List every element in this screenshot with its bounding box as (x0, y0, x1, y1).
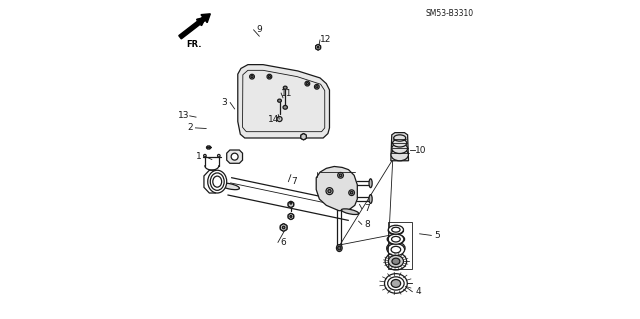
Ellipse shape (250, 74, 254, 79)
Text: 12: 12 (320, 35, 332, 44)
Polygon shape (243, 70, 324, 132)
Text: 9: 9 (257, 25, 262, 34)
Polygon shape (316, 44, 321, 50)
Polygon shape (227, 150, 243, 163)
Ellipse shape (388, 225, 403, 234)
Polygon shape (204, 170, 216, 193)
Ellipse shape (338, 173, 344, 178)
Ellipse shape (316, 86, 318, 88)
Polygon shape (288, 213, 294, 219)
Ellipse shape (314, 85, 319, 89)
Ellipse shape (387, 242, 405, 254)
Ellipse shape (388, 234, 404, 244)
Text: 7: 7 (291, 177, 297, 186)
Ellipse shape (317, 47, 319, 48)
Polygon shape (288, 201, 294, 208)
Ellipse shape (290, 215, 292, 217)
Ellipse shape (392, 258, 400, 264)
Ellipse shape (391, 149, 408, 161)
Ellipse shape (251, 76, 253, 78)
Ellipse shape (337, 245, 342, 251)
Text: 11: 11 (281, 89, 292, 98)
Ellipse shape (278, 99, 282, 102)
Text: 14: 14 (268, 115, 279, 123)
Ellipse shape (341, 209, 358, 214)
Polygon shape (301, 134, 307, 140)
Ellipse shape (268, 76, 271, 78)
Ellipse shape (301, 134, 307, 140)
Ellipse shape (394, 135, 406, 141)
Ellipse shape (305, 81, 310, 86)
Text: 8: 8 (365, 220, 371, 229)
Polygon shape (238, 65, 330, 138)
Ellipse shape (387, 244, 404, 256)
Ellipse shape (267, 74, 272, 79)
Ellipse shape (220, 183, 239, 190)
Ellipse shape (387, 234, 404, 244)
Ellipse shape (392, 236, 400, 242)
Ellipse shape (204, 154, 206, 157)
Ellipse shape (385, 274, 407, 293)
Ellipse shape (213, 176, 221, 187)
Polygon shape (280, 224, 287, 231)
Text: 3: 3 (221, 98, 227, 107)
Ellipse shape (391, 246, 401, 253)
Ellipse shape (282, 226, 285, 229)
Text: 6: 6 (281, 238, 287, 247)
Ellipse shape (385, 253, 406, 270)
Ellipse shape (392, 139, 407, 147)
Ellipse shape (328, 189, 331, 193)
Ellipse shape (390, 257, 401, 266)
Text: 7: 7 (365, 204, 371, 213)
Polygon shape (391, 133, 408, 161)
Text: 4: 4 (415, 287, 421, 296)
Ellipse shape (392, 143, 408, 153)
Ellipse shape (284, 86, 287, 89)
Ellipse shape (338, 246, 341, 250)
Ellipse shape (231, 153, 238, 160)
Ellipse shape (349, 190, 355, 196)
Ellipse shape (218, 154, 220, 157)
Ellipse shape (280, 224, 287, 231)
Ellipse shape (392, 227, 400, 232)
Ellipse shape (387, 253, 405, 269)
Ellipse shape (316, 45, 321, 50)
Ellipse shape (283, 105, 287, 109)
Ellipse shape (208, 170, 227, 193)
Ellipse shape (339, 174, 342, 177)
Polygon shape (316, 167, 357, 211)
Text: 10: 10 (415, 145, 427, 154)
Ellipse shape (350, 191, 353, 194)
Text: SM53-B3310: SM53-B3310 (425, 9, 474, 18)
Ellipse shape (207, 146, 211, 149)
Ellipse shape (388, 255, 403, 267)
Text: 2: 2 (187, 123, 193, 132)
Ellipse shape (369, 179, 372, 188)
Ellipse shape (326, 188, 333, 195)
Ellipse shape (277, 116, 282, 122)
Ellipse shape (388, 227, 403, 234)
Ellipse shape (211, 173, 224, 190)
Text: 1: 1 (196, 152, 202, 161)
Text: 5: 5 (434, 231, 440, 240)
Bar (388, 222, 412, 269)
Ellipse shape (290, 202, 292, 204)
FancyArrow shape (179, 14, 211, 39)
Ellipse shape (391, 279, 401, 287)
Ellipse shape (307, 83, 308, 85)
Text: 13: 13 (179, 111, 190, 120)
Text: FR.: FR. (186, 40, 202, 49)
Ellipse shape (388, 277, 404, 290)
Ellipse shape (288, 214, 294, 219)
Ellipse shape (288, 202, 294, 207)
Ellipse shape (369, 195, 372, 204)
